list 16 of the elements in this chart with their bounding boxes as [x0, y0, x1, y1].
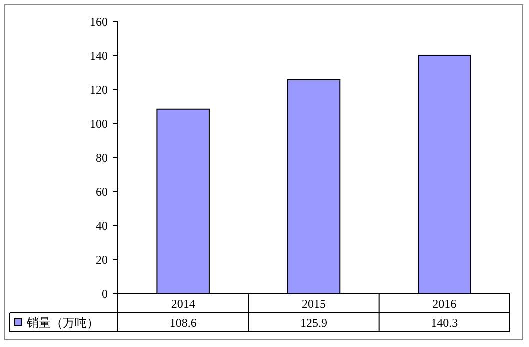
y-tick-label: 60 — [96, 185, 108, 199]
y-tick-label: 100 — [90, 117, 108, 131]
data-label: 125.9 — [300, 316, 328, 330]
x-tick-label: 2015 — [302, 297, 326, 311]
x-tick-label: 2016 — [432, 297, 457, 311]
x-tick-label: 2014 — [171, 297, 196, 311]
legend-label: 销量（万吨） — [26, 316, 99, 330]
data-label: 108.6 — [170, 316, 197, 330]
y-tick-label: 160 — [90, 15, 108, 29]
y-tick-label: 80 — [96, 151, 108, 165]
y-tick-label: 0 — [102, 287, 108, 301]
y-tick-label: 140 — [90, 49, 108, 63]
data-label: 140.3 — [431, 316, 458, 330]
y-tick-label: 40 — [96, 219, 108, 233]
y-tick-label: 120 — [90, 83, 108, 97]
y-tick-label: 20 — [96, 253, 108, 267]
